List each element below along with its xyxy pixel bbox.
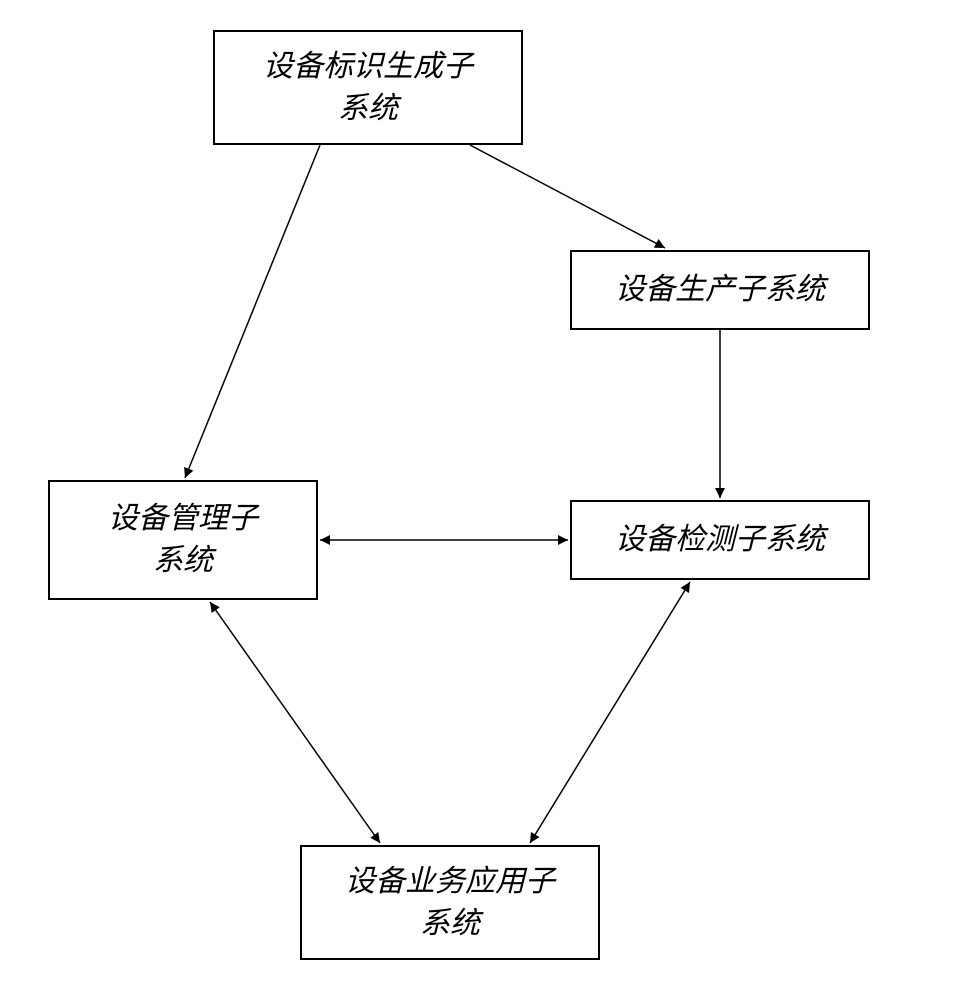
node-management: 设备管理子系统 bbox=[48, 480, 318, 600]
node-label: 设备生产子系统 bbox=[615, 269, 825, 311]
node-detection: 设备检测子系统 bbox=[570, 500, 870, 580]
node-business: 设备业务应用子系统 bbox=[300, 845, 600, 960]
node-id-generation: 设备标识生成子系统 bbox=[213, 30, 523, 145]
node-production: 设备生产子系统 bbox=[570, 250, 870, 330]
edge-idgen-production bbox=[470, 145, 665, 248]
edge-detection-business bbox=[530, 582, 690, 843]
edge-management-business bbox=[210, 602, 380, 843]
node-label: 设备管理子系统 bbox=[108, 498, 258, 582]
node-label: 设备检测子系统 bbox=[615, 519, 825, 561]
node-label: 设备业务应用子系统 bbox=[345, 861, 555, 945]
edge-idgen-management bbox=[185, 145, 320, 478]
node-label: 设备标识生成子系统 bbox=[263, 46, 473, 130]
